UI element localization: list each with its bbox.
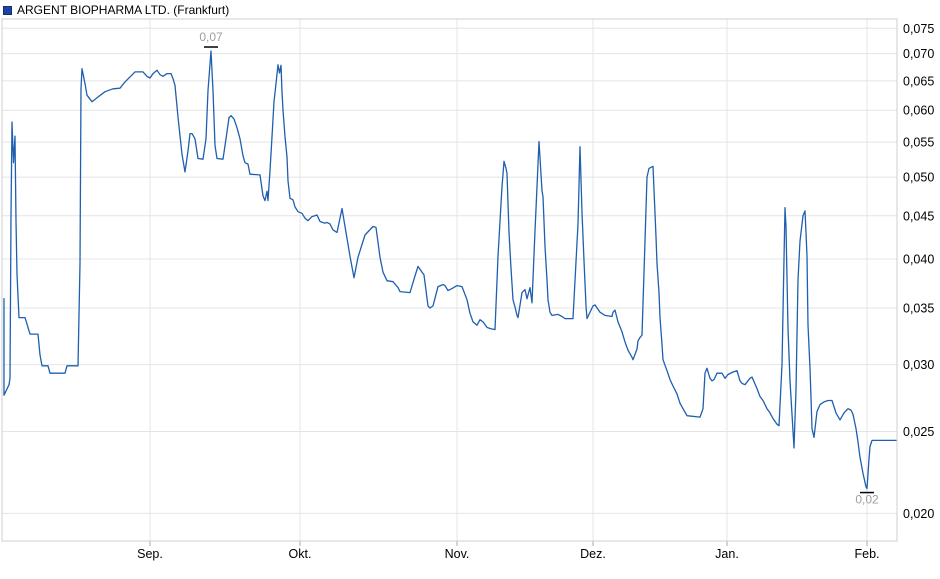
price-line [3, 50, 897, 490]
y-axis-label: 0,065 [903, 74, 934, 88]
y-axis-label: 0,050 [903, 171, 934, 185]
x-axis-label: Dez. [580, 547, 606, 561]
y-axis-label: 0,035 [903, 302, 934, 316]
y-axis-label: 0,055 [903, 136, 934, 150]
y-axis-label: 0,040 [903, 252, 934, 266]
x-axis-label: Nov. [445, 547, 470, 561]
y-axis-label: 0,020 [903, 507, 934, 521]
y-axis-label: 0,030 [903, 358, 934, 372]
y-axis-label: 0,070 [903, 47, 934, 61]
x-axis-label: Sep. [137, 547, 163, 561]
low-annotation-label: 0,02 [855, 493, 879, 507]
y-axis-label: 0,025 [903, 425, 934, 439]
y-axis-label: 0,075 [903, 22, 934, 36]
chart-title: ARGENT BIOPHARMA LTD. (Frankfurt) [17, 3, 230, 17]
y-axis-label: 0,045 [903, 209, 934, 223]
x-axis-label: Okt. [289, 547, 312, 561]
high-annotation-label: 0,07 [199, 30, 223, 44]
x-axis-label: Feb. [854, 547, 879, 561]
chart-legend: ARGENT BIOPHARMA LTD. (Frankfurt) [3, 3, 229, 17]
plot-border [1, 18, 898, 542]
x-axis-label: Jan. [715, 547, 739, 561]
y-axis-label: 0,060 [903, 104, 934, 118]
series-marker-icon [3, 5, 12, 15]
